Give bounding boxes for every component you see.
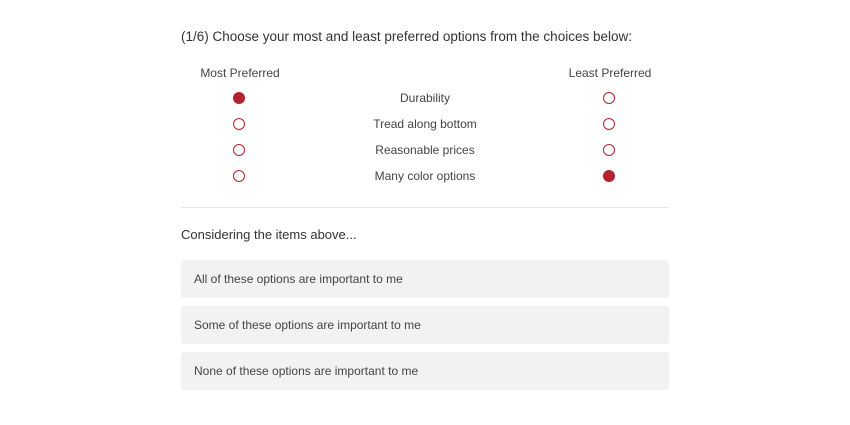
item-label: Tread along bottom <box>373 117 477 131</box>
item-row: Reasonable prices <box>181 138 669 164</box>
least-preferred-radio[interactable] <box>603 118 615 130</box>
option-all-important[interactable]: All of these options are important to me <box>181 260 669 298</box>
item-row: Durability <box>181 86 669 112</box>
most-preferred-radio[interactable] <box>233 92 245 104</box>
item-label: Many color options <box>374 169 476 183</box>
followup-prompt: Considering the items above... <box>181 227 357 242</box>
item-label: Reasonable prices <box>375 143 475 157</box>
least-preferred-radio[interactable] <box>603 170 615 182</box>
option-none-important[interactable]: None of these options are important to m… <box>181 352 669 390</box>
most-preferred-header: Most Preferred <box>200 66 280 80</box>
option-some-important[interactable]: Some of these options are important to m… <box>181 306 669 344</box>
most-preferred-radio[interactable] <box>233 170 245 182</box>
least-preferred-radio[interactable] <box>603 92 615 104</box>
least-preferred-radio[interactable] <box>603 144 615 156</box>
item-row: Many color options <box>181 164 669 190</box>
divider <box>181 207 669 208</box>
item-label: Durability <box>399 91 450 105</box>
option-label: None of these options are important to m… <box>194 364 419 378</box>
option-label: Some of these options are important to m… <box>194 318 421 332</box>
most-preferred-radio[interactable] <box>233 144 245 156</box>
question-title: (1/6) Choose your most and least preferr… <box>181 29 632 44</box>
most-preferred-radio[interactable] <box>233 118 245 130</box>
least-preferred-header: Least Preferred <box>568 66 652 80</box>
item-row: Tread along bottom <box>181 112 669 138</box>
option-label: All of these options are important to me <box>194 272 403 286</box>
